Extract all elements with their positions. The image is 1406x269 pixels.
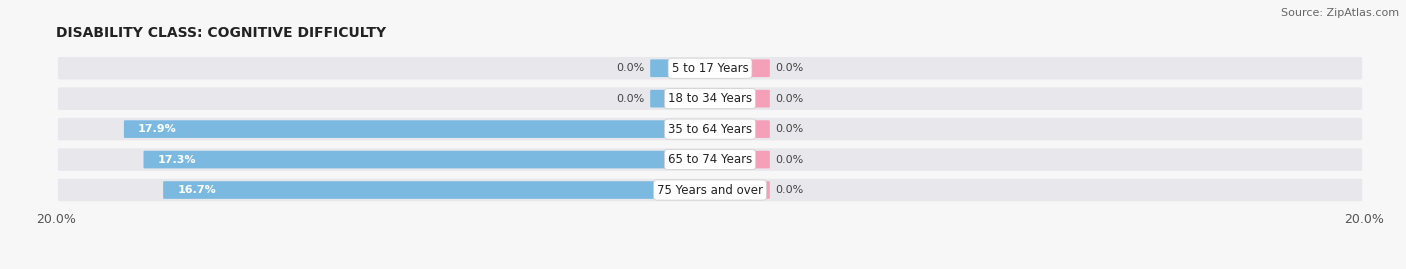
FancyBboxPatch shape <box>58 148 1362 171</box>
Text: 0.0%: 0.0% <box>776 63 804 73</box>
Legend: Male, Female: Male, Female <box>641 264 779 269</box>
FancyBboxPatch shape <box>709 120 770 138</box>
Text: 0.0%: 0.0% <box>776 185 804 195</box>
FancyBboxPatch shape <box>58 87 1362 110</box>
FancyBboxPatch shape <box>58 57 1362 79</box>
Text: 0.0%: 0.0% <box>776 155 804 165</box>
FancyBboxPatch shape <box>58 179 1362 201</box>
Text: 16.7%: 16.7% <box>177 185 217 195</box>
FancyBboxPatch shape <box>650 59 711 77</box>
FancyBboxPatch shape <box>709 90 770 108</box>
FancyBboxPatch shape <box>709 59 770 77</box>
Text: 35 to 64 Years: 35 to 64 Years <box>668 123 752 136</box>
Text: 65 to 74 Years: 65 to 74 Years <box>668 153 752 166</box>
FancyBboxPatch shape <box>709 151 770 168</box>
FancyBboxPatch shape <box>143 151 711 168</box>
Text: 75 Years and over: 75 Years and over <box>657 183 763 197</box>
Text: 0.0%: 0.0% <box>776 124 804 134</box>
Text: 17.9%: 17.9% <box>138 124 177 134</box>
FancyBboxPatch shape <box>163 181 711 199</box>
Text: 18 to 34 Years: 18 to 34 Years <box>668 92 752 105</box>
Text: 0.0%: 0.0% <box>776 94 804 104</box>
FancyBboxPatch shape <box>650 90 711 108</box>
FancyBboxPatch shape <box>58 118 1362 140</box>
Text: 5 to 17 Years: 5 to 17 Years <box>672 62 748 75</box>
Text: 0.0%: 0.0% <box>616 94 644 104</box>
FancyBboxPatch shape <box>709 181 770 199</box>
Text: 17.3%: 17.3% <box>157 155 195 165</box>
FancyBboxPatch shape <box>124 120 711 138</box>
Text: 0.0%: 0.0% <box>616 63 644 73</box>
Text: DISABILITY CLASS: COGNITIVE DIFFICULTY: DISABILITY CLASS: COGNITIVE DIFFICULTY <box>56 26 387 40</box>
Text: Source: ZipAtlas.com: Source: ZipAtlas.com <box>1281 8 1399 18</box>
